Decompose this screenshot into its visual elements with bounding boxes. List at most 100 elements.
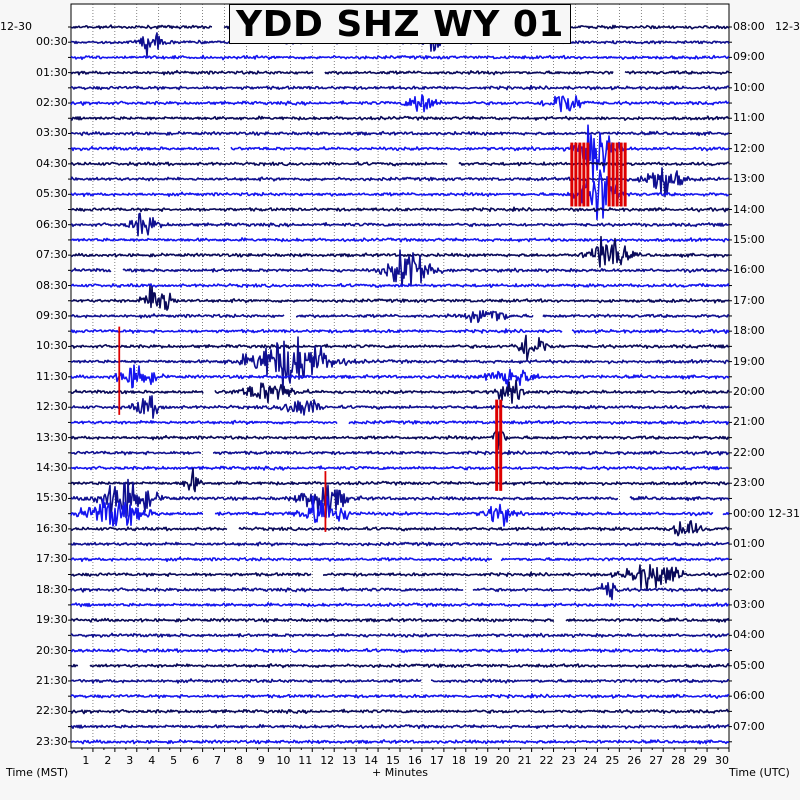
left-time-label: 02:30 <box>36 96 68 110</box>
right-axis-title: Time (UTC) <box>729 766 790 779</box>
left-time-label: 13:30 <box>36 430 68 444</box>
x-tick-label-22: 22 <box>540 754 554 767</box>
trace-46 <box>70 723 730 730</box>
trace-20-seg-1 <box>571 328 730 335</box>
right-time-label: 09:00 <box>733 50 765 64</box>
trace-19-seg-2 <box>542 313 730 319</box>
left-axis-title: Time (MST) <box>6 766 69 779</box>
trace-27 <box>70 427 730 451</box>
right-time-label: 19:00 <box>733 354 765 368</box>
right-time-label: 12:00 <box>733 141 765 155</box>
trace-22 <box>70 336 730 392</box>
trace-31-seg-1 <box>629 495 730 502</box>
right-time-label: 10:00 <box>733 80 765 94</box>
trace-8-seg-1 <box>230 124 730 183</box>
trace-26-seg-1 <box>348 419 729 426</box>
trace-35 <box>70 556 493 563</box>
left-date-label: 12-30 <box>0 20 32 33</box>
trace-37 <box>70 586 464 593</box>
trace-3 <box>70 69 314 76</box>
x-tick-label-3: 3 <box>126 754 133 767</box>
right-time-label: 01:00 <box>733 537 765 551</box>
right-time-label: 05:00 <box>733 658 765 672</box>
trace-36-seg-1 <box>323 563 730 591</box>
trace-25 <box>70 395 730 419</box>
x-tick-label-17: 17 <box>430 754 444 767</box>
x-tick-label-6: 6 <box>192 754 199 767</box>
trace-28-seg-1 <box>212 449 730 456</box>
x-tick-label-2: 2 <box>104 754 111 767</box>
x-tick-label-10: 10 <box>276 754 290 767</box>
right-time-label: 22:00 <box>733 445 765 459</box>
left-time-label: 14:30 <box>36 461 68 475</box>
trace-13 <box>70 212 730 237</box>
right-time-label: 14:00 <box>733 202 765 216</box>
x-tick-label-15: 15 <box>386 754 400 767</box>
right-time-label: 23:00 <box>733 476 765 490</box>
trace-45 <box>70 708 730 715</box>
left-time-label: 16:30 <box>36 521 68 535</box>
x-tick-label-26: 26 <box>627 754 641 767</box>
x-tick-label-28: 28 <box>671 754 685 767</box>
left-time-label: 15:30 <box>36 491 68 505</box>
right-time-label: 00:00 <box>733 506 765 520</box>
trace-21 <box>70 334 730 362</box>
x-tick-label-27: 27 <box>649 754 663 767</box>
x-tick-label-14: 14 <box>364 754 378 767</box>
trace-3-seg-2 <box>624 70 730 75</box>
x-tick-label-1: 1 <box>82 754 89 767</box>
trace-42 <box>70 663 79 668</box>
right-time-label: 13:00 <box>733 172 765 186</box>
trace-14 <box>70 237 730 243</box>
right-time-label: 06:00 <box>733 689 765 703</box>
x-tick-label-29: 29 <box>693 754 707 767</box>
left-time-label: 03:30 <box>36 126 68 140</box>
trace-2 <box>70 54 730 61</box>
left-time-label: 05:30 <box>36 187 68 201</box>
trace-32-seg-2 <box>722 511 730 516</box>
x-tick-label-9: 9 <box>258 754 265 767</box>
x-tick-label-25: 25 <box>605 754 619 767</box>
left-time-label: 17:30 <box>36 552 68 566</box>
right-time-label: 07:00 <box>733 719 765 733</box>
trace-20 <box>70 328 563 334</box>
left-time-label: 04:30 <box>36 156 68 170</box>
trace-5 <box>70 94 730 113</box>
trace-40 <box>70 632 730 639</box>
left-time-label: 21:30 <box>36 673 68 687</box>
x-tick-label-4: 4 <box>148 754 155 767</box>
right-time-label: 11:00 <box>733 111 765 125</box>
trace-29 <box>70 465 730 471</box>
right-time-label: 04:00 <box>733 628 765 642</box>
trace-9-seg-1 <box>458 161 730 167</box>
x-tick-label-24: 24 <box>583 754 597 767</box>
x-tick-label-8: 8 <box>236 754 243 767</box>
left-time-label: 01:30 <box>36 65 68 79</box>
trace-16 <box>70 267 112 273</box>
left-time-label: 09:30 <box>36 308 68 322</box>
x-tick-label-11: 11 <box>298 754 312 767</box>
x-tick-label-19: 19 <box>474 754 488 767</box>
x-tick-label-5: 5 <box>170 754 177 767</box>
trace-24-seg-1 <box>214 379 730 404</box>
x-tick-label-30: 30 <box>715 754 729 767</box>
x-axis-title: + Minutes <box>372 766 429 779</box>
trace-41 <box>70 647 730 654</box>
trace-39-seg-1 <box>565 617 730 623</box>
right-time-label: 15:00 <box>733 232 765 246</box>
trace-18 <box>71 285 730 311</box>
x-tick-label-16: 16 <box>408 754 422 767</box>
trace-0 <box>70 24 213 30</box>
right-date-label: 12-3 <box>775 20 800 33</box>
trace-23 <box>70 364 730 391</box>
left-time-label: 12:30 <box>36 400 68 414</box>
trace-31 <box>70 478 619 519</box>
x-tick-label-23: 23 <box>561 754 575 767</box>
trace-28 <box>70 450 202 456</box>
trace-38 <box>70 602 730 608</box>
trace-8 <box>70 145 220 152</box>
right-time-label: 02:00 <box>733 567 765 581</box>
left-time-label: 23:30 <box>36 734 68 748</box>
trace-35-seg-1 <box>500 556 730 562</box>
